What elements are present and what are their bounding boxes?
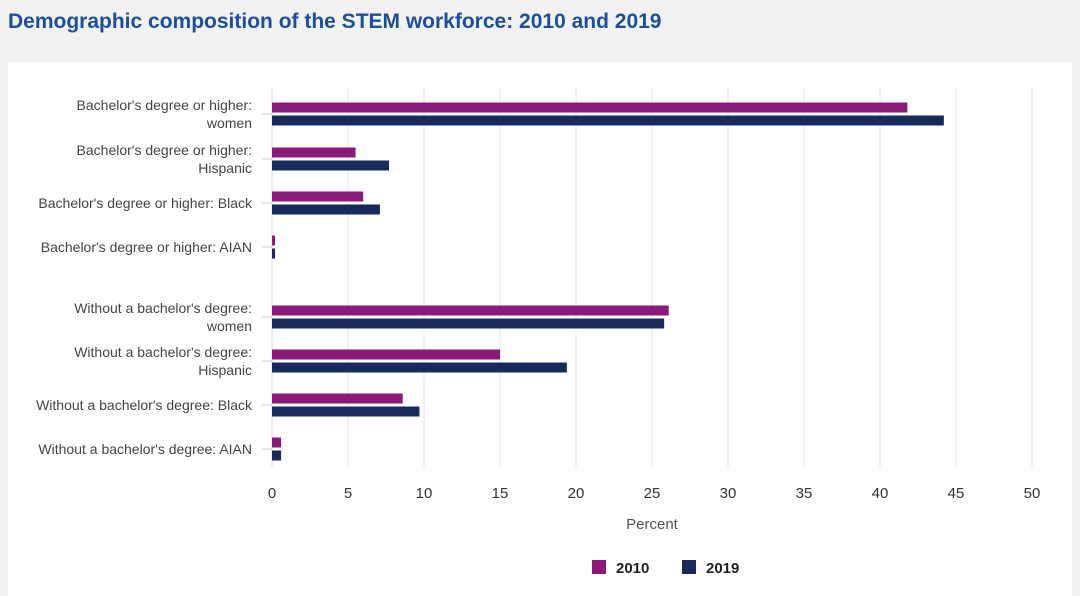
bar-2010-7 xyxy=(272,437,282,448)
legend: 2010 2019 xyxy=(592,560,739,577)
chart-panel: Bachelor's degree or higher: women Bachelo… xyxy=(8,62,1072,596)
legend-label-2019: 2019 xyxy=(706,560,739,577)
bar-2010-2 xyxy=(272,191,364,202)
bars xyxy=(272,102,944,461)
x-tick-label: 45 xyxy=(948,485,965,502)
x-tick-label: 10 xyxy=(416,485,433,502)
category-label: Hispanic xyxy=(198,362,252,378)
bar-2010-1 xyxy=(272,147,356,158)
bar-2010-4 xyxy=(272,305,669,316)
bar-2019-7 xyxy=(272,450,282,461)
legend-label-2010: 2010 xyxy=(616,560,649,577)
bar-2019-2 xyxy=(272,204,380,215)
x-tick-label: 25 xyxy=(644,485,661,502)
category-label: Without a bachelor's degree: AIAN xyxy=(38,441,252,457)
bar-2019-3 xyxy=(272,248,276,259)
bar-2019-0 xyxy=(272,115,944,126)
legend-swatch-2010 xyxy=(592,560,606,574)
category-label: women xyxy=(206,318,252,334)
x-tick-label: 35 xyxy=(796,485,813,502)
x-tick-label: 50 xyxy=(1024,485,1041,502)
bar-2019-6 xyxy=(272,406,420,417)
category-labels: Bachelor's degree or higher: women Bachelo… xyxy=(36,97,272,457)
category-label: Bachelor's degree or higher: AIAN xyxy=(41,239,252,255)
x-tick-label: 15 xyxy=(492,485,509,502)
category-label: Bachelor's degree or higher: xyxy=(77,142,252,158)
x-tick-label: 5 xyxy=(344,485,352,502)
bar-2010-5 xyxy=(272,349,500,360)
x-tick-label: 30 xyxy=(720,485,737,502)
x-axis-title: Percent xyxy=(626,516,679,533)
bar-2019-4 xyxy=(272,318,665,329)
x-tick-label: 0 xyxy=(268,485,276,502)
bar-2019-1 xyxy=(272,160,390,171)
page-title: Demographic composition of the STEM work… xyxy=(8,10,662,33)
x-tick-label: 20 xyxy=(568,485,585,502)
bar-2010-3 xyxy=(272,235,276,246)
bar-2010-6 xyxy=(272,393,403,404)
x-axis-ticks: 0 5 10 15 20 25 30 35 40 45 50 xyxy=(268,485,1041,502)
legend-swatch-2019 xyxy=(682,560,696,574)
x-tick-label: 40 xyxy=(872,485,889,502)
bar-2019-5 xyxy=(272,362,567,373)
category-label: Without a bachelor's degree: xyxy=(74,344,252,360)
category-label: Bachelor's degree or higher: Black xyxy=(38,195,253,211)
category-label: Without a bachelor's degree: Black xyxy=(36,397,253,413)
bar-chart: Bachelor's degree or higher: women Bachelo… xyxy=(36,87,1041,577)
bar-2010-0 xyxy=(272,102,908,113)
category-label: women xyxy=(206,115,252,131)
category-label: Hispanic xyxy=(198,160,252,176)
category-label: Without a bachelor's degree: xyxy=(74,300,252,316)
category-label: Bachelor's degree or higher: xyxy=(77,97,252,113)
